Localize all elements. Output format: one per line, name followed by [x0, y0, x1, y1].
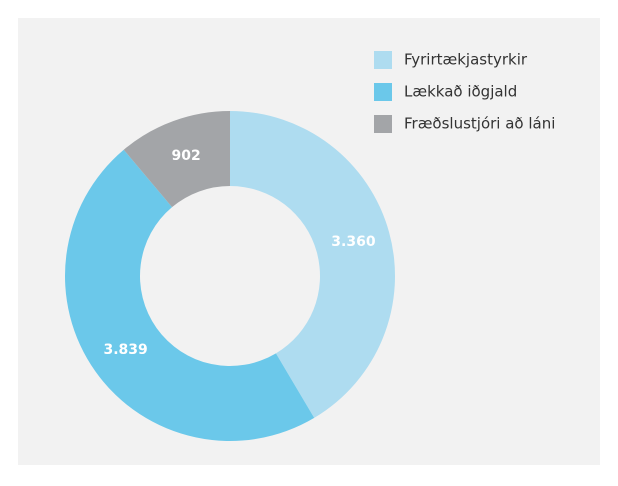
value-label: 3.360	[331, 234, 376, 250]
value-label: 902	[172, 148, 201, 164]
legend-swatch	[374, 115, 392, 133]
legend-label: Lækkað iðgjald	[404, 83, 517, 101]
value-label: 3.839	[103, 342, 147, 358]
legend-swatch	[374, 83, 392, 101]
slice	[64, 149, 315, 442]
legend-label: Fyrirtækjastyrkir	[404, 51, 528, 69]
slice	[230, 111, 395, 418]
slice	[123, 111, 230, 208]
legend-swatch	[374, 51, 392, 69]
legend-label: Fræðslustjóri að láni	[404, 115, 555, 133]
